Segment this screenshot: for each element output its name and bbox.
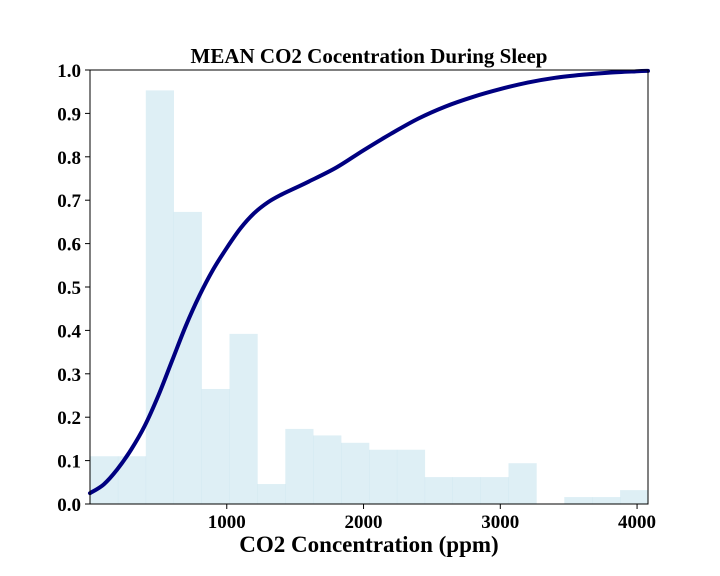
- histogram-bar: [229, 333, 258, 504]
- y-tick-label: 0.0: [57, 495, 81, 516]
- y-tick-label: 0.5: [57, 278, 81, 299]
- histogram-bars: [90, 90, 649, 504]
- cdf-curve-line: [88, 68, 650, 496]
- histogram-bar: [424, 477, 453, 504]
- y-tick-label: 1.0: [57, 61, 81, 82]
- y-tick-label: 0.4: [57, 321, 81, 342]
- histogram-bar: [313, 435, 342, 504]
- y-tick-label: 0.6: [57, 235, 81, 256]
- y-tick-label: 0.1: [57, 452, 81, 473]
- histogram-bar: [592, 497, 621, 504]
- y-tick-label: 0.7: [57, 191, 81, 212]
- histogram-bar: [369, 449, 398, 504]
- x-tick-label: 2000: [345, 512, 383, 533]
- histogram-bar: [145, 90, 174, 504]
- x-tick-label: 1000: [208, 512, 246, 533]
- histogram-bar: [173, 211, 202, 504]
- histogram-bar: [257, 484, 286, 504]
- x-axis-title: CO2 Concentration (ppm): [239, 532, 498, 557]
- y-axis-ticks: 0.0 0.1 0.2 0.3 0.4 0.5 0.6 0.7 0.8 0.9 1.0: [57, 61, 90, 516]
- x-tick-label: 4000: [618, 512, 656, 533]
- y-tick-label: 0.9: [57, 104, 81, 125]
- x-axis-ticks: 1000 2000 3000 4000: [208, 504, 656, 533]
- y-tick-label: 0.3: [57, 365, 81, 386]
- histogram-bar: [201, 388, 230, 504]
- chart-title: MEAN CO2 Cocentration During Sleep: [191, 44, 548, 68]
- y-tick-label: 0.8: [57, 148, 81, 169]
- histogram-bar: [564, 497, 593, 504]
- x-tick-label: 3000: [481, 512, 519, 533]
- histogram-bar: [620, 490, 649, 504]
- histogram-bar: [285, 428, 314, 504]
- histogram-bar: [90, 456, 119, 504]
- histogram-bar: [452, 477, 481, 504]
- histogram-bar: [508, 463, 537, 504]
- histogram-bar: [396, 449, 426, 504]
- histogram-bar: [480, 477, 509, 504]
- histogram-bar: [341, 442, 370, 504]
- y-tick-label: 0.2: [57, 408, 81, 429]
